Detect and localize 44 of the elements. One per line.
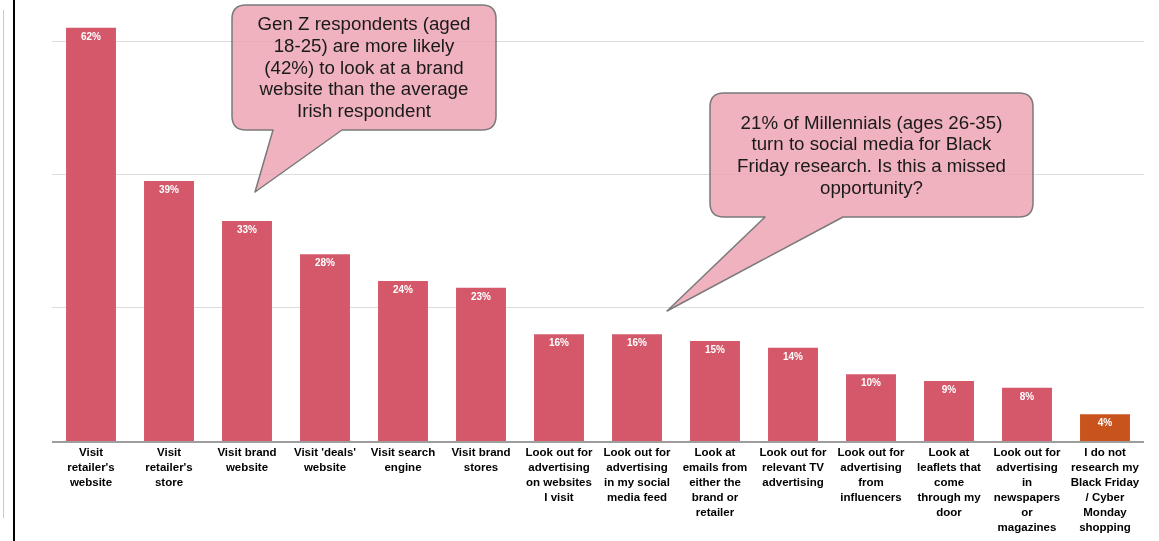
bar <box>456 287 506 441</box>
x-tick-label: Visit brand stores <box>451 446 511 474</box>
x-tick-label: Visit search engine <box>370 446 436 474</box>
bar <box>144 181 194 441</box>
x-tick-label: Look at emails from either the brand or retailer <box>682 446 748 519</box>
x-tick-label: Visit brand website <box>217 446 277 474</box>
bar <box>612 334 662 441</box>
bar <box>534 334 584 441</box>
data-label: 28% <box>314 257 336 269</box>
data-label: 16% <box>548 337 570 349</box>
bar <box>768 347 818 441</box>
data-label: 23% <box>470 290 492 302</box>
bar <box>222 221 272 441</box>
annotation: 21% of Millennials (ages 26-35) turn to social media for Black Friday research. Is this a missed opportunity? <box>736 111 1007 199</box>
bar <box>1002 387 1052 441</box>
bar <box>1080 414 1130 441</box>
data-label: 8% <box>1019 390 1035 402</box>
data-label: 10% <box>860 377 882 389</box>
data-label: 14% <box>782 350 804 362</box>
bar <box>300 254 350 441</box>
x-tick-label: Look out for relevant TV advertising <box>759 446 828 489</box>
bar <box>690 341 740 441</box>
x-tick-label: Visit retailer's website <box>67 446 115 489</box>
data-label: 33% <box>236 224 258 236</box>
data-label: 4% <box>1097 417 1113 429</box>
bar <box>66 27 116 441</box>
x-tick-label: Look out for advertising from influencers <box>837 446 906 504</box>
data-label: 16% <box>626 337 648 349</box>
annotation: Gen Z respondents (aged 18-25) are more likely (42%) to look at a brand website than the average Irish respondent <box>256 13 472 122</box>
data-label: 39% <box>158 184 180 196</box>
x-tick-label: Visit 'deals' website <box>293 446 357 474</box>
x-tick-label: Look out for advertising in my social media feed <box>603 446 672 504</box>
x-tick-label: I do not research my Black Friday / Cyber Monday shopping <box>1070 446 1140 534</box>
x-tick-label: Look out for advertising in newspapers or magazines <box>993 446 1062 534</box>
x-tick-label: Look at leaflets that come through my door <box>917 446 982 519</box>
x-tick-label: Look out for advertising on websites I visit <box>525 446 594 504</box>
data-label: 62% <box>80 30 102 42</box>
x-tick-label: Visit retailer's store <box>145 446 193 489</box>
data-label: 15% <box>704 344 726 356</box>
bar <box>924 381 974 441</box>
data-label: 9% <box>941 384 957 396</box>
bar <box>378 281 428 441</box>
data-label: 24% <box>392 284 414 296</box>
bar <box>846 374 896 441</box>
